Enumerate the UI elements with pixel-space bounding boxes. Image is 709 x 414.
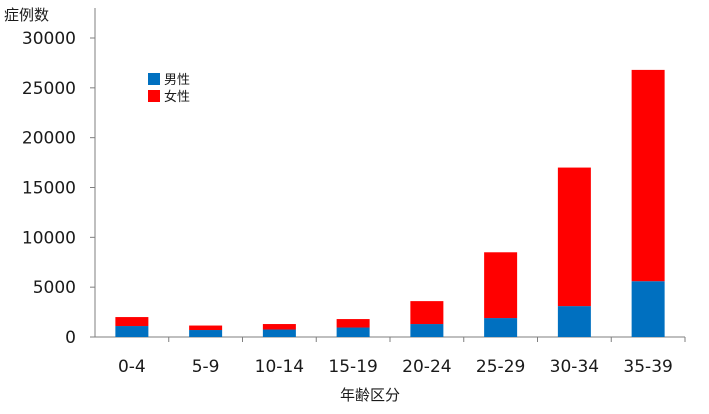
y-tick-label: 10000 (22, 228, 76, 248)
bar-segment-male (336, 327, 370, 337)
y-axis-title: 症例数 (4, 6, 49, 24)
x-tick-label: 35-39 (623, 357, 672, 377)
x-tick-label: 20-24 (402, 357, 451, 377)
y-tick-label: 20000 (22, 129, 76, 149)
bar-segment-male (115, 326, 149, 337)
y-tick-label: 15000 (22, 179, 76, 199)
y-axis: 0 5000 10000 15000 20000 25000 30000 (22, 8, 96, 348)
bar-segment-female (484, 252, 518, 319)
bar-segment-male (410, 324, 444, 337)
bars (115, 69, 665, 337)
x-axis: 0-4 5-9 10-14 15-19 20-24 25-29 30-34 35-39 (95, 336, 686, 377)
x-tick-label: 10-14 (255, 357, 304, 377)
y-tick-label: 5000 (33, 278, 76, 298)
bar-segment-female (557, 167, 591, 307)
bar-segment-female (336, 319, 370, 328)
legend-label: 女性 (164, 89, 190, 105)
y-tick-label: 25000 (22, 79, 76, 99)
x-tick-label: 30-34 (550, 357, 599, 377)
legend-swatch (148, 73, 160, 85)
bar-segment-male (631, 281, 665, 337)
x-tick-label: 5-9 (192, 357, 220, 377)
bar-segment-male (262, 329, 296, 337)
y-tick-label: 30000 (22, 29, 76, 49)
bar-segment-female (410, 301, 444, 325)
y-tick-label: 0 (65, 328, 76, 348)
x-tick-label: 25-29 (476, 357, 525, 377)
bar-segment-male (557, 306, 591, 337)
bar-segment-male (189, 330, 223, 337)
x-axis-title: 年齢区分 (340, 386, 400, 404)
bar-segment-female (115, 317, 149, 327)
bar-segment-female (262, 324, 296, 330)
bar-segment-male (484, 318, 518, 337)
x-tick-label: 0-4 (118, 357, 146, 377)
legend-swatch (148, 90, 160, 102)
legend-label: 男性 (164, 73, 190, 88)
bar-segment-female (631, 69, 665, 282)
bar-segment-female (189, 325, 223, 331)
x-tick-label: 15-19 (328, 357, 377, 377)
